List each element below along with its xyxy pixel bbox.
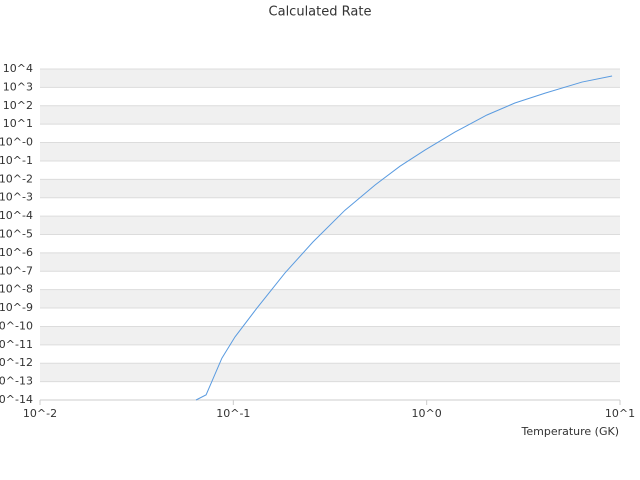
y-tick-label: 10^-14 <box>0 393 33 406</box>
y-tick-label: 10^-13 <box>0 375 33 388</box>
y-tick-label: 10^-10 <box>0 319 33 332</box>
band <box>40 69 620 88</box>
band <box>40 252 620 272</box>
y-tick-label: 10^1 <box>3 117 33 130</box>
y-tick-label: 10^-11 <box>0 338 33 351</box>
y-tick-label: 10^4 <box>3 62 33 75</box>
y-tick-label: 10^-1 <box>0 154 33 167</box>
y-tick-label: 10^-3 <box>0 191 33 204</box>
x-tick-label: 10^-2 <box>23 407 57 420</box>
y-tick-label: 10^-5 <box>0 228 33 241</box>
y-tick-label: 10^-0 <box>0 136 33 149</box>
band <box>40 105 620 125</box>
y-tick-label: 10^-4 <box>0 209 33 222</box>
band <box>40 363 620 382</box>
x-tick-label: 10^0 <box>412 407 442 420</box>
x-tick-label: 10^1 <box>605 407 635 420</box>
line <box>195 75 613 401</box>
y-tick-label: 10^-8 <box>0 283 33 296</box>
y-tick-label: 10^3 <box>3 80 33 93</box>
y-tick-label: 10^-12 <box>0 356 33 369</box>
band <box>40 142 620 161</box>
y-tick-label: 10^-9 <box>0 301 33 314</box>
x-tick-label: 10^-1 <box>216 407 250 420</box>
chart-title: Calculated Rate <box>269 5 372 20</box>
y-tick-label: 10^2 <box>3 99 33 112</box>
y-tick-label: 10^-2 <box>0 172 33 185</box>
band <box>40 326 620 345</box>
y-tick-label: 10^-7 <box>0 264 33 277</box>
band <box>40 179 620 198</box>
x-axis-label: Temperature (GK) <box>521 425 620 438</box>
band <box>40 289 620 309</box>
y-tick-label: 10^-6 <box>0 246 33 259</box>
